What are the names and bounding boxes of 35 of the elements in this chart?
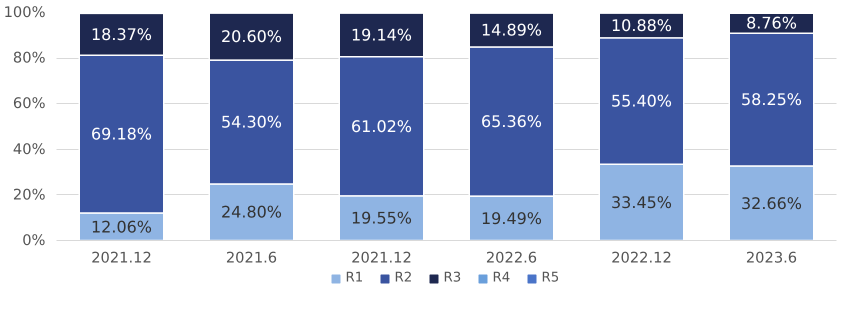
legend-label: R5 [542,270,560,286]
legend-label: R1 [346,270,364,286]
x-tick-label: 2023.6 [746,250,798,266]
data-label: 20.60% [220,27,282,46]
y-tick-label: 60% [12,95,46,112]
data-label: 61.02% [350,116,412,136]
data-label: 12.06% [90,217,152,236]
data-label: 24.80% [220,202,282,222]
data-label: 18.37% [90,24,152,44]
y-tick-label: 80% [12,50,46,67]
data-label: 14.89% [480,20,542,40]
y-tick-label: 0% [22,232,46,249]
data-label: 8.76% [746,14,797,33]
y-tick-label: 40% [12,140,46,158]
y-tick-label: 100% [4,4,46,21]
data-label: 69.18% [90,124,152,144]
data-label: 54.30% [220,112,282,132]
x-tick-label: 2022.6 [486,250,538,266]
data-label: 19.14% [350,25,412,44]
legend-label: R3 [444,270,462,286]
data-label: 55.40% [610,92,672,111]
data-label: 19.49% [480,208,542,228]
data-label: 10.88% [610,16,672,36]
legend-label: R2 [394,270,414,286]
data-label: 33.45% [610,192,672,212]
data-label: 65.36% [480,112,542,132]
data-label: 19.55% [350,208,412,228]
y-tick-label: 20% [12,186,46,204]
data-label: 58.25% [740,90,802,110]
x-tick-label: 2021.12 [351,250,412,266]
x-tick-label: 2021.6 [226,250,278,266]
data-label: 32.66% [740,194,802,213]
legend-label: R4 [492,270,512,286]
x-tick-label: 2022.12 [611,250,672,266]
x-tick-label: 2021.12 [91,250,152,266]
